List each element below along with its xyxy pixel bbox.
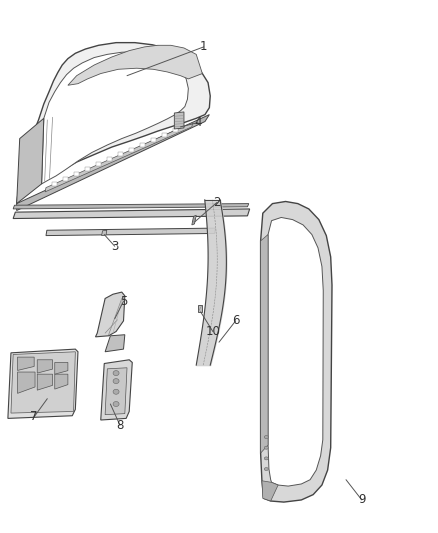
Bar bbox=[140, 143, 145, 147]
Polygon shape bbox=[18, 372, 35, 393]
Polygon shape bbox=[42, 52, 188, 184]
Polygon shape bbox=[37, 360, 53, 373]
Polygon shape bbox=[261, 235, 268, 453]
Bar bbox=[173, 128, 178, 132]
Polygon shape bbox=[262, 481, 278, 501]
Bar bbox=[52, 182, 57, 185]
Polygon shape bbox=[174, 112, 184, 129]
Polygon shape bbox=[192, 215, 196, 225]
Polygon shape bbox=[46, 228, 215, 236]
Polygon shape bbox=[261, 201, 332, 502]
Bar bbox=[63, 177, 68, 181]
Polygon shape bbox=[55, 374, 68, 389]
Ellipse shape bbox=[264, 435, 268, 439]
Polygon shape bbox=[68, 45, 202, 85]
Bar bbox=[151, 138, 156, 142]
Polygon shape bbox=[11, 352, 75, 413]
Polygon shape bbox=[37, 374, 53, 390]
Polygon shape bbox=[55, 362, 68, 374]
Polygon shape bbox=[13, 204, 249, 209]
Text: 1: 1 bbox=[200, 41, 208, 53]
Polygon shape bbox=[17, 115, 209, 211]
Polygon shape bbox=[268, 217, 323, 486]
Polygon shape bbox=[105, 335, 125, 352]
Text: 3: 3 bbox=[111, 240, 118, 253]
Ellipse shape bbox=[113, 389, 119, 394]
Ellipse shape bbox=[113, 378, 119, 384]
Polygon shape bbox=[102, 230, 107, 236]
Bar bbox=[118, 152, 123, 157]
Text: 2: 2 bbox=[213, 196, 221, 209]
Ellipse shape bbox=[264, 457, 268, 460]
Bar bbox=[96, 162, 101, 166]
Polygon shape bbox=[198, 305, 202, 312]
Text: 8: 8 bbox=[117, 419, 124, 432]
Bar bbox=[74, 172, 79, 176]
Ellipse shape bbox=[264, 446, 268, 449]
Polygon shape bbox=[18, 357, 34, 370]
Polygon shape bbox=[13, 209, 250, 219]
Text: 9: 9 bbox=[358, 494, 366, 506]
Text: 4: 4 bbox=[194, 116, 202, 129]
Bar bbox=[85, 167, 90, 171]
Polygon shape bbox=[45, 123, 193, 192]
Bar bbox=[162, 133, 167, 137]
Bar bbox=[107, 157, 112, 161]
Polygon shape bbox=[17, 43, 210, 204]
Polygon shape bbox=[95, 292, 125, 337]
Text: 6: 6 bbox=[232, 314, 240, 327]
Polygon shape bbox=[101, 360, 132, 420]
Text: 10: 10 bbox=[205, 325, 220, 338]
Text: 5: 5 bbox=[120, 295, 127, 308]
Ellipse shape bbox=[113, 370, 119, 376]
Polygon shape bbox=[17, 118, 44, 204]
Polygon shape bbox=[105, 368, 127, 415]
Ellipse shape bbox=[264, 467, 268, 471]
Ellipse shape bbox=[113, 401, 119, 407]
Text: 7: 7 bbox=[30, 410, 38, 423]
Polygon shape bbox=[8, 349, 78, 418]
Bar bbox=[129, 148, 134, 151]
